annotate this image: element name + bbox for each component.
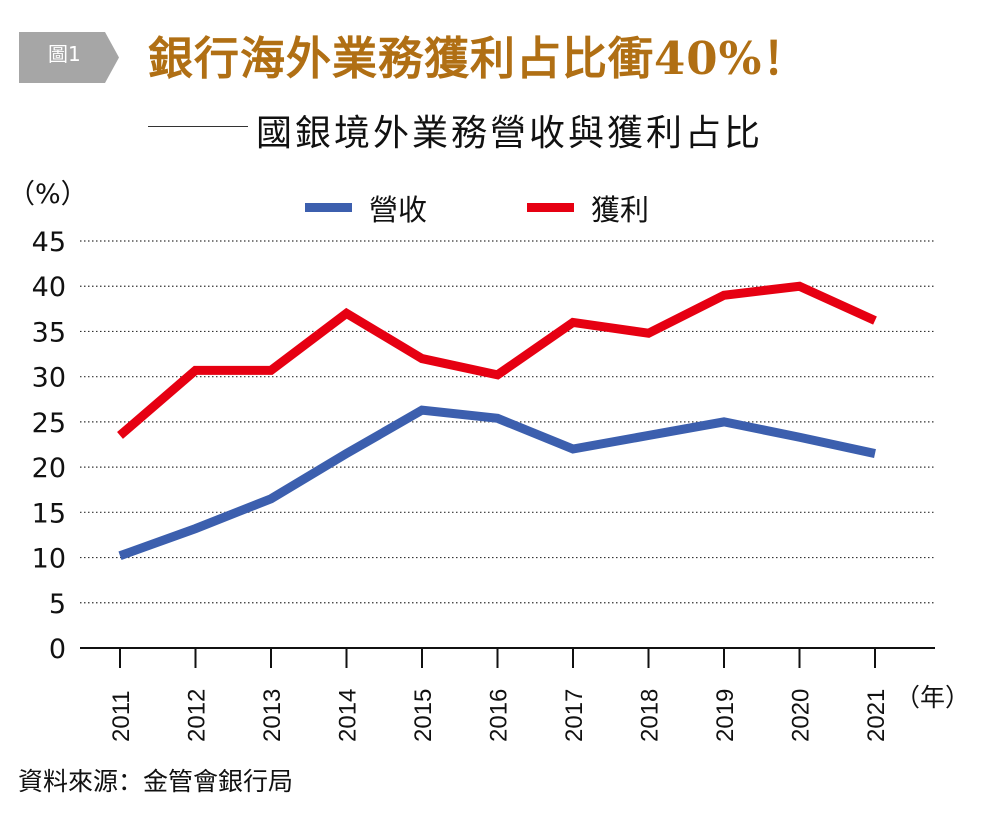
x-tick-label: 2016 (486, 689, 513, 742)
x-tick-label: 2020 (788, 689, 815, 742)
x-tick-labels: 2011 2012 2013 2014 2015 2016 2017 2018 2019 2020… (108, 689, 890, 742)
y-axis-label: （%） (8, 179, 88, 210)
y-tick-label: 35 (32, 317, 66, 348)
y-tick-label: 20 (32, 453, 66, 484)
legend-swatch (305, 203, 352, 212)
legend: 營收 獲利 (305, 193, 649, 227)
figure-badge: 圖1 (48, 42, 81, 66)
x-tick-label: 2021 (863, 689, 890, 742)
y-tick-label: 15 (32, 498, 66, 529)
y-tick-label: 45 (32, 227, 66, 258)
headline: 銀行海外業務獲利占比衝40%！ (148, 32, 809, 85)
legend-label: 獲利 (591, 193, 649, 227)
y-tick-label: 10 (32, 544, 66, 575)
y-tick-label: 5 (49, 589, 66, 620)
chart-subtitle: 國銀境外業務營收與獲利占比 (256, 113, 764, 154)
series-lines (117, 281, 877, 560)
x-tick-label: 2012 (184, 689, 211, 742)
x-tick-label: 2017 (561, 689, 588, 742)
y-tick-labels: 0 5 10 15 20 25 30 35 40 45 (32, 227, 66, 665)
x-axis-label: （年） (895, 683, 970, 712)
source-note: 資料來源：金管會銀行局 (18, 767, 294, 796)
x-tick-label: 2011 (108, 690, 135, 742)
subtitle-dash (148, 126, 248, 127)
x-tick-label: 2013 (259, 689, 286, 742)
legend-label: 營收 (369, 193, 427, 227)
figure-badge-shape (19, 32, 119, 83)
x-tick-label: 2015 (410, 689, 437, 742)
y-tick-label: 0 (49, 634, 66, 665)
y-tick-label: 40 (32, 272, 66, 303)
x-axis (80, 647, 935, 668)
x-tick-label: 2014 (335, 689, 362, 742)
x-tick-label: 2018 (637, 689, 664, 742)
series-line-0 (118, 405, 876, 560)
y-tick-label: 25 (32, 408, 66, 439)
series-line-1 (117, 281, 877, 439)
legend-swatch (527, 203, 574, 212)
y-tick-label: 30 (32, 363, 66, 394)
x-tick-label: 2019 (712, 689, 739, 742)
